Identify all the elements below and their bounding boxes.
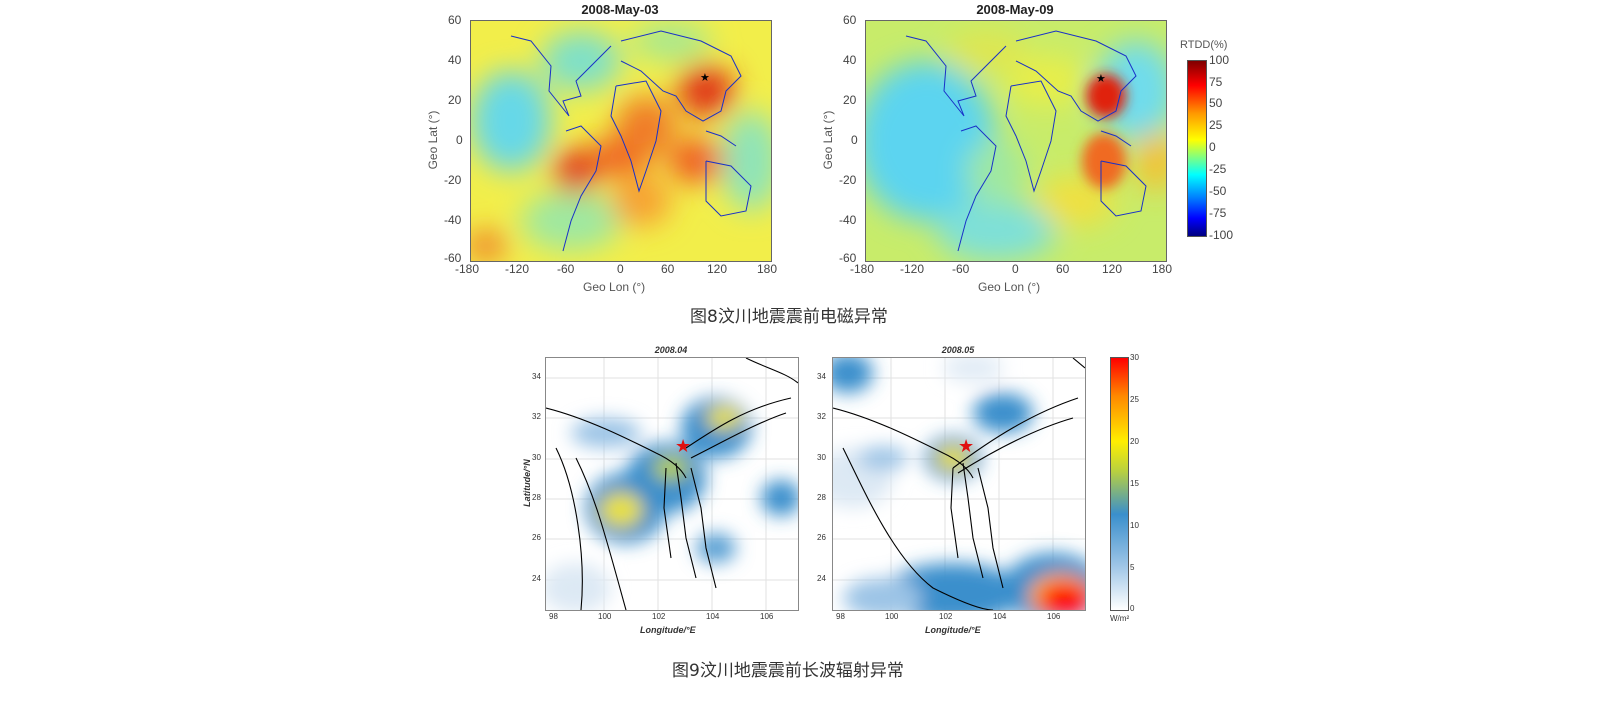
fig9-colorbar-tick: 30 xyxy=(1130,353,1139,362)
fig8-colorbar-tick: 25 xyxy=(1209,118,1223,132)
fig9-panel2-map: ★ xyxy=(832,357,1086,611)
figure8-caption: 图8汶川地震震前电磁异常 xyxy=(690,307,888,327)
fig9-colorbar-tick: 25 xyxy=(1130,395,1139,404)
fig9-p1-xlabel: Longitude/°E xyxy=(640,625,696,635)
fig8-panel1-title: 2008-May-03 xyxy=(581,2,659,17)
fig9-colorbar-unit: W/m² xyxy=(1110,614,1130,623)
fig9-p2-xlabel: Longitude/°E xyxy=(925,625,981,635)
fig9-panel2-epicenter-star-icon: ★ xyxy=(958,436,975,457)
fig9-p1-ytick: 24 xyxy=(532,574,541,583)
fig8-panel2-title: 2008-May-09 xyxy=(976,2,1054,17)
fig8-p1-xtick: -60 xyxy=(557,262,575,276)
fig8-p1-ytick: 40 xyxy=(448,53,462,67)
fig9-p1-xtick: 102 xyxy=(652,612,666,621)
fig9-p1-ylabel: Latitude/°N xyxy=(522,459,532,507)
fig8-p1-xtick: 0 xyxy=(617,262,624,276)
fig8-p2-xlabel: Geo Lon (°) xyxy=(978,280,1041,294)
fig9-p2-ytick: 32 xyxy=(817,412,826,421)
fig8-p1-xtick: 120 xyxy=(707,262,728,276)
fig8-p2-xtick: 0 xyxy=(1012,262,1019,276)
fig9-colorbar-tick: 5 xyxy=(1130,563,1135,572)
fig8-colorbar-tick: -25 xyxy=(1209,162,1227,176)
fig9-colorbar-tick: 0 xyxy=(1130,604,1135,613)
fig9-p2-ytick: 24 xyxy=(817,574,826,583)
fig9-p1-xtick: 100 xyxy=(598,612,612,621)
fig9-p1-ytick: 32 xyxy=(532,412,541,421)
fig8-p2-ylabel: Geo Lat (°) xyxy=(821,110,835,170)
fig8-p2-xtick: 120 xyxy=(1102,262,1123,276)
fig9-p1-ytick: 34 xyxy=(532,372,541,381)
fig8-colorbar-tick: 75 xyxy=(1209,75,1223,89)
fig8-p1-xtick: 180 xyxy=(757,262,778,276)
fig9-panel1-title: 2008.04 xyxy=(654,345,688,355)
fig8-colorbar-tick: 0 xyxy=(1209,140,1216,154)
fig8-p1-xtick: -120 xyxy=(505,262,530,276)
fig8-p2-ytick: 0 xyxy=(851,133,858,147)
fig9-p1-ytick: 28 xyxy=(532,493,541,502)
fig9-p2-xtick: 104 xyxy=(993,612,1007,621)
fig8-p2-ytick: 40 xyxy=(843,53,857,67)
fig9-p2-ytick: 26 xyxy=(817,533,826,542)
fig8-p2-ytick: -60 xyxy=(839,251,857,265)
fig8-p1-ytick: -40 xyxy=(444,213,462,227)
fig9-p1-xtick: 104 xyxy=(706,612,720,621)
fig9-p2-xtick: 106 xyxy=(1047,612,1061,621)
fig9-p1-ytick: 30 xyxy=(532,453,541,462)
figure9-caption: 图9汶川地震震前长波辐射异常 xyxy=(672,661,904,681)
fig9-p2-xtick: 102 xyxy=(939,612,953,621)
fig8-p1-ytick: 60 xyxy=(448,13,462,27)
fig8-p1-xtick: -180 xyxy=(455,262,480,276)
fig9-p2-ytick: 28 xyxy=(817,493,826,502)
fig8-p2-xtick: -60 xyxy=(952,262,970,276)
fig9-colorbar-tick: 20 xyxy=(1130,437,1139,446)
fig9-p1-ytick: 26 xyxy=(532,533,541,542)
fig9-p1-xtick: 106 xyxy=(760,612,774,621)
fig8-colorbar-tick: -75 xyxy=(1209,206,1227,220)
fig8-p1-ytick: 20 xyxy=(448,93,462,107)
fig9-p2-ytick: 34 xyxy=(817,372,826,381)
fig8-p2-ytick: -20 xyxy=(839,173,857,187)
fig8-colorbar-tick: -50 xyxy=(1209,184,1227,198)
fig8-p1-ytick: -60 xyxy=(444,251,462,265)
fig8-p2-xtick: -180 xyxy=(850,262,875,276)
fig8-panel1-epicenter-star-icon: ★ xyxy=(700,71,710,84)
fig9-panel1-epicenter-star-icon: ★ xyxy=(675,436,692,457)
fig8-colorbar-tick: 50 xyxy=(1209,96,1223,110)
fig8-panel2-map: ★ xyxy=(865,20,1167,262)
fig9-p2-ytick: 30 xyxy=(817,453,826,462)
fig9-panel2-title: 2008.05 xyxy=(941,345,975,355)
fig9-colorbar-tick: 15 xyxy=(1130,479,1139,488)
fig8-colorbar xyxy=(1187,60,1207,237)
fig8-panel1-map: ★ xyxy=(470,20,772,262)
fig8-p1-xtick: 60 xyxy=(661,262,675,276)
fig8-p2-xtick: 60 xyxy=(1056,262,1070,276)
fig8-colorbar-tick: -100 xyxy=(1209,228,1234,242)
fig9-panel1-map: ★ xyxy=(545,357,799,611)
fig8-panel2-epicenter-star-icon: ★ xyxy=(1096,72,1106,85)
fig9-p1-xtick: 98 xyxy=(549,612,558,621)
fig9-colorbar xyxy=(1110,357,1129,611)
fig8-colorbar-tick: 100 xyxy=(1209,53,1230,67)
fig8-p2-xtick: 180 xyxy=(1152,262,1173,276)
fig8-p1-ytick: 0 xyxy=(456,133,463,147)
fig8-p2-xtick: -120 xyxy=(900,262,925,276)
fig8-p2-ytick: 20 xyxy=(843,93,857,107)
fig8-p1-ytick: -20 xyxy=(444,173,462,187)
fig9-p2-xtick: 100 xyxy=(885,612,899,621)
fig9-p2-xtick: 98 xyxy=(836,612,845,621)
fig9-colorbar-tick: 10 xyxy=(1130,521,1139,530)
fig8-p1-xlabel: Geo Lon (°) xyxy=(583,280,646,294)
fig8-p1-ylabel: Geo Lat (°) xyxy=(426,110,440,170)
fig8-colorbar-label: RTDD(%) xyxy=(1180,39,1228,51)
fig8-p2-ytick: -40 xyxy=(839,213,857,227)
fig8-p2-ytick: 60 xyxy=(843,13,857,27)
